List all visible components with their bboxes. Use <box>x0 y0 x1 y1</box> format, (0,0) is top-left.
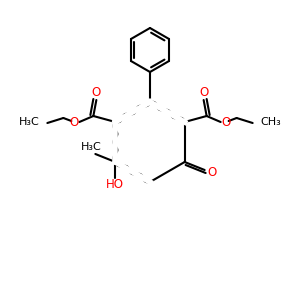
Text: HO: HO <box>106 178 124 191</box>
Text: O: O <box>207 167 216 179</box>
Text: CH₃: CH₃ <box>261 117 281 127</box>
Text: O: O <box>221 116 230 128</box>
Text: O: O <box>199 86 208 100</box>
Text: O: O <box>92 86 101 100</box>
Text: H₃C: H₃C <box>81 142 102 152</box>
Text: O: O <box>70 116 79 128</box>
Text: H₃C: H₃C <box>19 117 39 127</box>
